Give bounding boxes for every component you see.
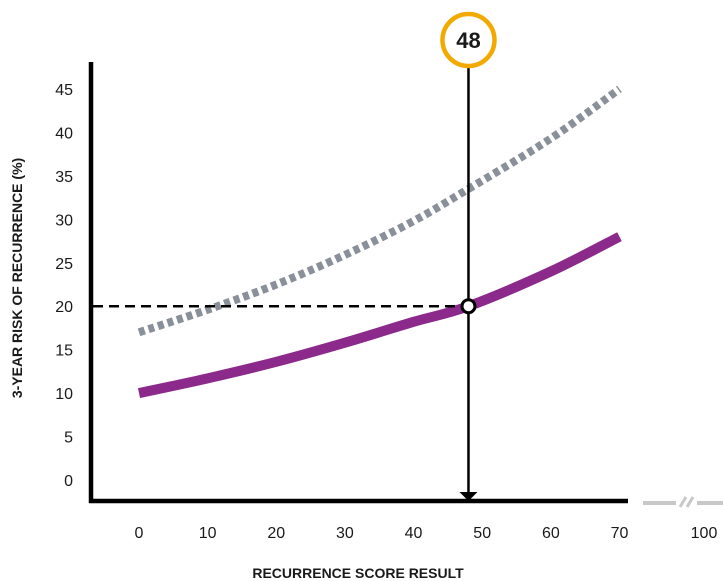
score-marker-circle [440,11,497,69]
y-tick-label: 10 [55,386,73,403]
x-tick-label: 70 [611,525,629,542]
y-tick-label: 35 [55,169,73,186]
intersection-point [460,298,477,315]
x-tick-label: 0 [135,525,144,542]
series-line-dotted [137,85,622,337]
y-tick-label: 0 [64,473,73,490]
y-tick-label: 20 [55,299,73,316]
y-tick-label: 25 [55,256,73,273]
y-tick-label: 45 [55,82,73,99]
y-axis-title: 3-YEAR RISK OF RECURRENCE (%) [9,158,25,398]
x-tick-label: 20 [267,525,285,542]
x-tick-label: 50 [473,525,491,542]
x-tick-label: 100 [691,525,718,542]
y-tick-label: 15 [55,343,73,360]
x-axis-title: RECURRENCE SCORE RESULT [252,565,464,581]
score-marker-label: 48 [456,28,480,53]
x-tick-label: 30 [336,525,354,542]
y-axis-tick-labels: 0 5 10 15 20 25 30 35 40 45 [55,82,73,490]
x-tick-label: 40 [405,525,423,542]
x-axis-break-mark [678,496,688,508]
x-axis-tick-labels: 0 10 20 30 40 50 60 70 100 [135,525,718,542]
y-tick-label: 40 [55,125,73,142]
down-arrow-icon [459,492,478,501]
x-tick-label: 10 [199,525,217,542]
y-tick-label: 30 [55,212,73,229]
x-axis-break-mark [685,496,695,508]
series-line-solid [137,232,622,398]
x-tick-label: 60 [542,525,560,542]
y-tick-label: 5 [64,430,73,447]
